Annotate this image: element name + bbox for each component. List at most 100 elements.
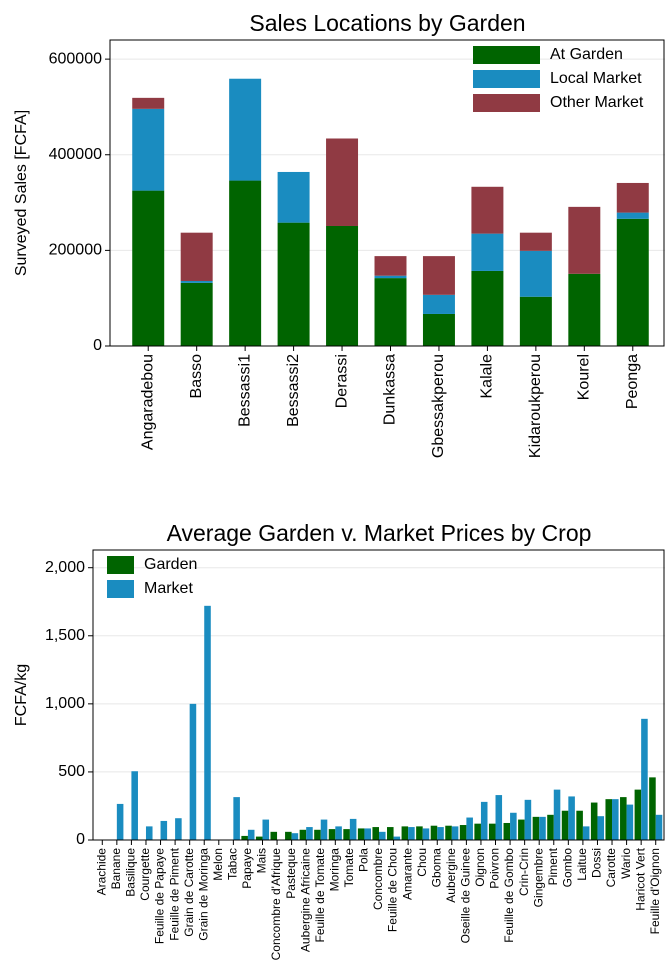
y-tick-label: 2,000 xyxy=(45,559,85,576)
x-tick-label: Dunkassa xyxy=(382,354,399,425)
x-tick-label: Crin-Crin xyxy=(517,848,531,896)
x-tick-label: Feuille de Piment xyxy=(167,847,181,940)
x-tick-label: Gombo xyxy=(561,848,575,888)
x-tick-label: Pasteque xyxy=(284,848,298,899)
bar xyxy=(649,777,656,840)
bar xyxy=(343,829,350,840)
y-tick-label: 0 xyxy=(76,831,85,848)
x-tick-label: Kourel xyxy=(576,354,593,400)
bar xyxy=(379,831,386,840)
bar-segment xyxy=(471,233,504,271)
bar-segment xyxy=(616,182,649,213)
bar xyxy=(474,823,481,840)
bar xyxy=(553,789,561,840)
y-tick-label: 600000 xyxy=(49,50,102,67)
bar xyxy=(372,827,379,840)
x-tick-label: Laitue xyxy=(575,848,589,881)
bar xyxy=(524,799,532,840)
bar-segment xyxy=(519,296,552,346)
x-tick-label: Feuille de Chou xyxy=(386,848,400,932)
bar-segment xyxy=(422,294,455,314)
y-tick-label: 1,500 xyxy=(45,627,85,644)
bar xyxy=(233,797,240,840)
bar xyxy=(285,831,292,840)
bar xyxy=(488,823,496,840)
bar-segment xyxy=(180,282,213,346)
bar xyxy=(445,825,452,840)
bar xyxy=(328,829,336,840)
bar xyxy=(480,801,488,840)
bar xyxy=(532,816,540,840)
bar xyxy=(576,810,583,840)
x-tick-label: Poivron xyxy=(488,848,502,889)
legend-label: Garden xyxy=(144,556,197,573)
bar-segment xyxy=(229,180,262,346)
bar xyxy=(510,812,517,840)
x-tick-label: Feuille d'Oignon xyxy=(648,848,662,934)
y-tick-label: 500 xyxy=(58,763,85,780)
bar-segment xyxy=(471,186,504,234)
x-tick-label: Oignon xyxy=(473,848,487,887)
x-tick-label: Feuille de Gombo xyxy=(502,848,516,943)
bar xyxy=(160,820,168,840)
bar xyxy=(422,828,430,840)
bar xyxy=(620,797,627,840)
legend-swatch xyxy=(473,46,540,64)
bar xyxy=(568,796,575,840)
bar-segment xyxy=(471,270,504,346)
x-tick-label: Pola xyxy=(357,848,371,872)
bar-segment xyxy=(326,138,359,226)
bar xyxy=(641,718,648,840)
bar xyxy=(175,818,182,840)
x-tick-label: Oseille de Guinee xyxy=(459,848,473,944)
chart-title: Average Garden v. Market Prices by Crop xyxy=(167,520,592,546)
legend-swatch xyxy=(473,70,540,88)
x-tick-label: Dossi xyxy=(590,848,604,878)
x-tick-label: Angaradebou xyxy=(139,354,156,450)
bar xyxy=(605,799,613,840)
legend-label: At Garden xyxy=(550,46,623,63)
x-tick-label: Derassi xyxy=(333,354,350,408)
bar xyxy=(364,828,371,840)
bar-segment xyxy=(568,206,601,274)
legend-swatch xyxy=(473,94,540,112)
bar xyxy=(634,789,642,840)
bar xyxy=(430,825,438,840)
bar-segment xyxy=(277,171,310,223)
bar xyxy=(597,816,605,840)
y-tick-label: 400000 xyxy=(49,146,102,163)
x-tick-label: Aubergine Africaine xyxy=(298,848,312,952)
plot-frame xyxy=(109,39,665,347)
y-tick-label: 1,000 xyxy=(45,695,85,712)
bar-segment xyxy=(422,313,455,346)
plot-frame xyxy=(92,549,665,841)
bar xyxy=(416,826,423,840)
bar xyxy=(401,826,409,840)
x-tick-label: Carotte xyxy=(604,848,618,888)
x-tick-label: Mais xyxy=(255,848,269,873)
bar-segment xyxy=(374,256,407,276)
x-tick-label: Concombre xyxy=(371,848,385,910)
bar-segment xyxy=(229,78,262,181)
bar xyxy=(306,827,313,840)
bar xyxy=(314,829,321,840)
bar xyxy=(131,771,138,840)
y-axis-label: FCFA/kg xyxy=(13,664,30,726)
bar-segment xyxy=(326,225,359,346)
y-tick-label: 0 xyxy=(93,337,102,354)
x-tick-label: Moringa xyxy=(327,848,341,892)
bar xyxy=(335,826,342,840)
x-tick-label: Tomate xyxy=(342,848,356,888)
x-tick-label: Arachide xyxy=(94,848,108,896)
x-tick-label: Wario xyxy=(619,848,633,879)
chart-title: Sales Locations by Garden xyxy=(249,10,525,36)
bar xyxy=(655,814,663,840)
x-tick-label: Feuille de Papaye xyxy=(153,848,167,944)
bar-segment xyxy=(180,232,213,281)
bar-segment xyxy=(422,256,455,295)
bar-segment xyxy=(132,108,165,191)
bar-segment xyxy=(277,222,310,346)
bar xyxy=(387,827,394,840)
x-tick-label: Bessassi1 xyxy=(236,354,253,427)
